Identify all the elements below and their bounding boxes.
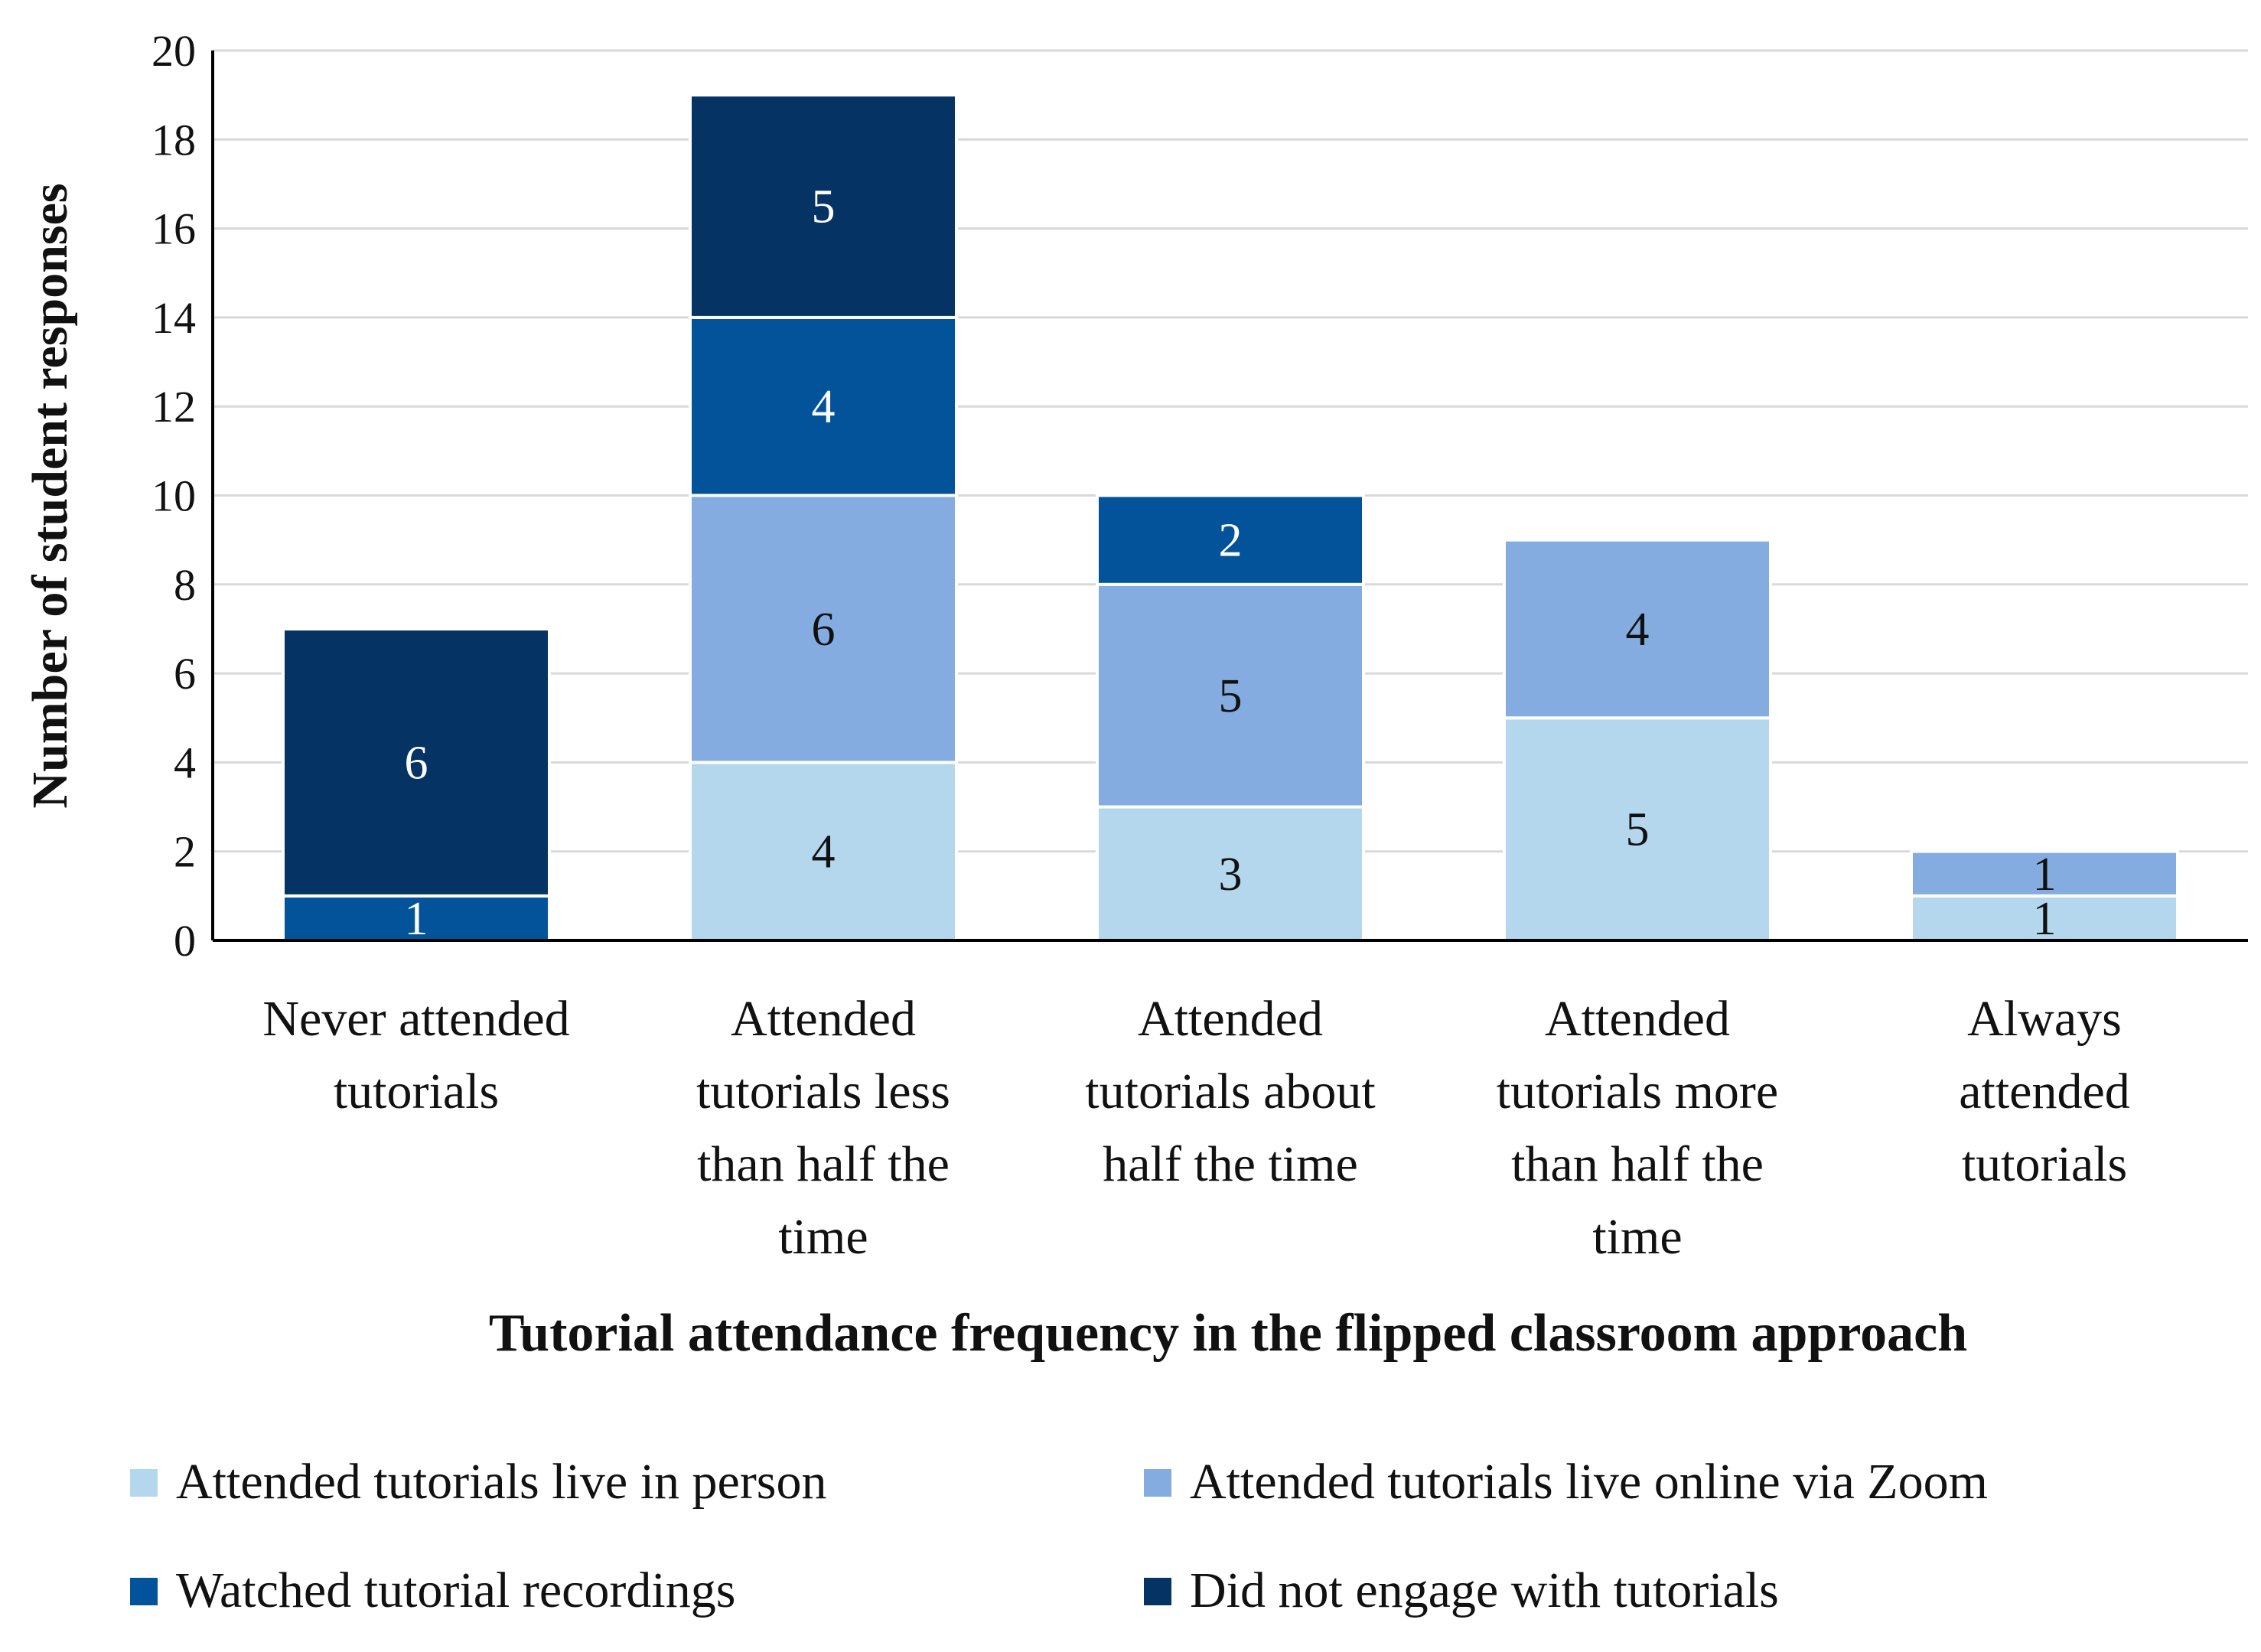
data-label: 1 bbox=[405, 893, 428, 945]
x-tick-label: than half the bbox=[697, 1136, 950, 1192]
legend-swatch bbox=[130, 1578, 158, 1605]
x-tick-label: half the time bbox=[1103, 1136, 1358, 1192]
legend-swatch bbox=[1144, 1578, 1171, 1605]
x-axis-label: Tutorial attendance frequency in the fli… bbox=[489, 1304, 1967, 1363]
bar-segment bbox=[689, 93, 958, 319]
data-label: 6 bbox=[405, 737, 428, 789]
y-tick-label: 4 bbox=[174, 738, 196, 787]
x-tick-label: tutorials more bbox=[1497, 1064, 1778, 1119]
y-tick-label: 14 bbox=[151, 293, 196, 343]
data-label: 4 bbox=[812, 826, 836, 878]
data-label: 3 bbox=[1219, 849, 1243, 901]
x-tick-label: tutorials bbox=[1962, 1136, 2127, 1192]
x-tick-label: than half the bbox=[1511, 1136, 1764, 1192]
data-label: 2 bbox=[1219, 515, 1243, 567]
x-tick-label: Attended bbox=[1138, 991, 1323, 1047]
y-tick-label: 10 bbox=[151, 471, 196, 521]
axes bbox=[211, 51, 2248, 942]
x-tick-label: time bbox=[1592, 1209, 1682, 1265]
bar-segment bbox=[1096, 494, 1365, 586]
y-tick-label: 2 bbox=[174, 827, 196, 877]
bar-segment bbox=[1503, 716, 1772, 942]
y-tick-label: 0 bbox=[174, 916, 196, 966]
data-label: 1 bbox=[2033, 849, 2057, 901]
category-labels: Never attended tutorials Attended tutorials… bbox=[262, 991, 2129, 1265]
y-tick-label: 18 bbox=[151, 115, 196, 165]
legend-swatch bbox=[130, 1469, 158, 1497]
y-axis-label: Number of student responses bbox=[22, 183, 78, 808]
legend-entry: Watched tutorial recordings bbox=[176, 1562, 735, 1618]
y-tick-label: 6 bbox=[174, 649, 196, 699]
legend-entry: Attended tutorials live in person bbox=[176, 1454, 827, 1510]
bar-segment bbox=[282, 627, 551, 898]
data-label: 5 bbox=[1626, 804, 1650, 856]
x-tick-label: tutorials about bbox=[1085, 1064, 1375, 1119]
bar-segment bbox=[1910, 849, 2179, 898]
legend: Attended tutorials live in person Attende… bbox=[130, 1454, 1988, 1618]
x-tick-label: tutorials bbox=[334, 1064, 499, 1119]
data-label: 5 bbox=[1219, 670, 1243, 722]
y-tick-label: 20 bbox=[151, 26, 196, 76]
data-label: 4 bbox=[812, 381, 836, 433]
data-label: 1 bbox=[2033, 893, 2057, 945]
x-tick-label: time bbox=[778, 1209, 868, 1265]
x-tick-label: Always bbox=[1967, 991, 2122, 1047]
bar-segment bbox=[689, 494, 958, 764]
bar-segment bbox=[1503, 538, 1772, 720]
legend-entry: Did not engage with tutorials bbox=[1190, 1562, 1779, 1618]
bar-segment bbox=[689, 315, 958, 497]
x-tick-label: tutorials less bbox=[696, 1064, 950, 1119]
data-label: 5 bbox=[812, 181, 836, 233]
x-tick-label: Never attended bbox=[262, 991, 569, 1047]
y-axis-ticks: 0 2 4 6 8 10 12 14 16 18 20 bbox=[151, 26, 196, 966]
bar-segment bbox=[1096, 582, 1365, 809]
legend-swatch bbox=[1144, 1469, 1171, 1497]
y-tick-label: 16 bbox=[151, 204, 196, 254]
x-tick-label: attended bbox=[1959, 1064, 2130, 1119]
legend-entry: Attended tutorials live online via Zoom bbox=[1190, 1454, 1988, 1510]
x-tick-label: Attended bbox=[731, 991, 916, 1047]
y-tick-label: 8 bbox=[174, 560, 196, 610]
data-label: 6 bbox=[812, 604, 836, 656]
x-tick-label: Attended bbox=[1545, 991, 1730, 1047]
data-label: 4 bbox=[1626, 604, 1650, 656]
y-tick-label: 12 bbox=[151, 382, 196, 432]
bar-segment bbox=[1096, 805, 1365, 943]
bar-segment bbox=[1910, 894, 2179, 942]
